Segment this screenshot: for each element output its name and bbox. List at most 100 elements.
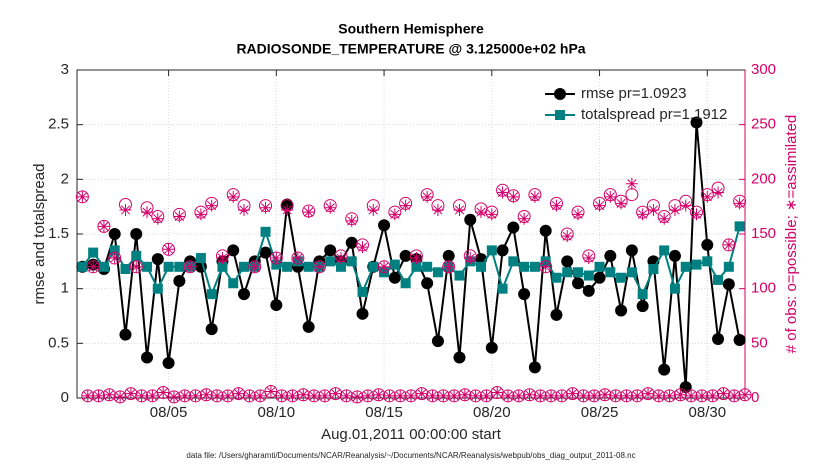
marker (378, 219, 391, 232)
marker (152, 283, 163, 294)
marker (577, 389, 590, 402)
marker (368, 261, 379, 272)
marker (432, 267, 443, 278)
marker (528, 190, 541, 203)
marker (221, 389, 234, 402)
marker (151, 253, 164, 266)
marker (130, 260, 143, 273)
marker (81, 389, 94, 402)
marker (620, 389, 633, 402)
marker (739, 388, 751, 401)
marker (583, 270, 594, 281)
marker (205, 323, 218, 336)
marker (178, 389, 191, 402)
marker (674, 388, 687, 401)
marker (561, 230, 574, 243)
marker (340, 389, 353, 402)
y-tick-label: 2 (61, 170, 69, 187)
marker (351, 390, 364, 403)
marker (167, 390, 180, 403)
marker (216, 252, 229, 265)
marker (400, 278, 411, 289)
marker (604, 249, 617, 262)
marker (361, 389, 374, 402)
x-tick-label: 08/05 (150, 404, 188, 421)
y2-tick-label: 100 (751, 280, 776, 297)
marker (270, 252, 283, 265)
marker (388, 208, 401, 221)
marker (103, 388, 116, 401)
marker (685, 389, 698, 402)
marker (593, 199, 606, 212)
marker (357, 286, 368, 297)
marker (411, 261, 422, 272)
marker (561, 255, 574, 268)
y2-tick-label: 0 (751, 389, 759, 406)
marker (200, 388, 213, 401)
marker (734, 221, 745, 232)
marker (480, 389, 493, 402)
marker (318, 389, 331, 402)
marker (120, 263, 131, 274)
marker (291, 252, 304, 265)
legend-marker (554, 88, 566, 100)
marker (598, 388, 611, 401)
marker (227, 190, 240, 203)
marker (625, 188, 639, 202)
marker (668, 249, 681, 262)
marker (297, 388, 310, 401)
marker (733, 334, 746, 347)
marker (604, 190, 617, 203)
marker (485, 208, 498, 221)
marker (475, 206, 488, 219)
marker (728, 389, 741, 402)
x-axis-label: Aug.01,2011 00:00:00 start (321, 426, 502, 443)
marker (566, 387, 579, 400)
marker (615, 197, 628, 210)
marker (594, 261, 605, 272)
marker (625, 177, 638, 190)
y-tick-label: 0.5 (48, 334, 69, 351)
marker (275, 389, 288, 402)
marker (555, 389, 568, 402)
y2-tick-label: 250 (751, 116, 776, 133)
marker (109, 245, 120, 256)
marker (636, 300, 649, 313)
marker (616, 272, 627, 283)
marker (259, 201, 272, 214)
marker (582, 284, 595, 297)
marker (286, 389, 299, 402)
marker (551, 272, 562, 283)
marker (572, 208, 584, 221)
marker (572, 277, 584, 290)
marker (173, 210, 186, 223)
marker (518, 212, 531, 225)
marker (238, 203, 250, 216)
x-tick-label: 08/25 (581, 404, 619, 421)
marker (723, 261, 734, 272)
marker (562, 267, 573, 278)
marker (141, 351, 154, 364)
marker (87, 260, 100, 273)
marker (206, 289, 217, 300)
marker (518, 288, 531, 301)
marker (195, 253, 206, 264)
marker (334, 252, 347, 265)
marker (76, 190, 89, 203)
marker (593, 271, 606, 284)
marker (243, 389, 256, 402)
marker (151, 212, 164, 225)
legend-label: rmse pr=1.0923 (581, 85, 686, 102)
marker (254, 389, 267, 402)
marker (448, 389, 461, 402)
marker (131, 250, 142, 261)
marker (217, 261, 228, 272)
marker (270, 299, 283, 312)
marker (227, 244, 240, 257)
chart-subtitle: RADIOSONDE_TEMPERATURE @ 3.125000e+02 hP… (236, 41, 585, 57)
y-axis-label: rmse and totalspread (31, 164, 48, 305)
marker (415, 387, 428, 400)
marker (701, 238, 714, 251)
marker (388, 271, 401, 284)
marker (324, 244, 337, 257)
